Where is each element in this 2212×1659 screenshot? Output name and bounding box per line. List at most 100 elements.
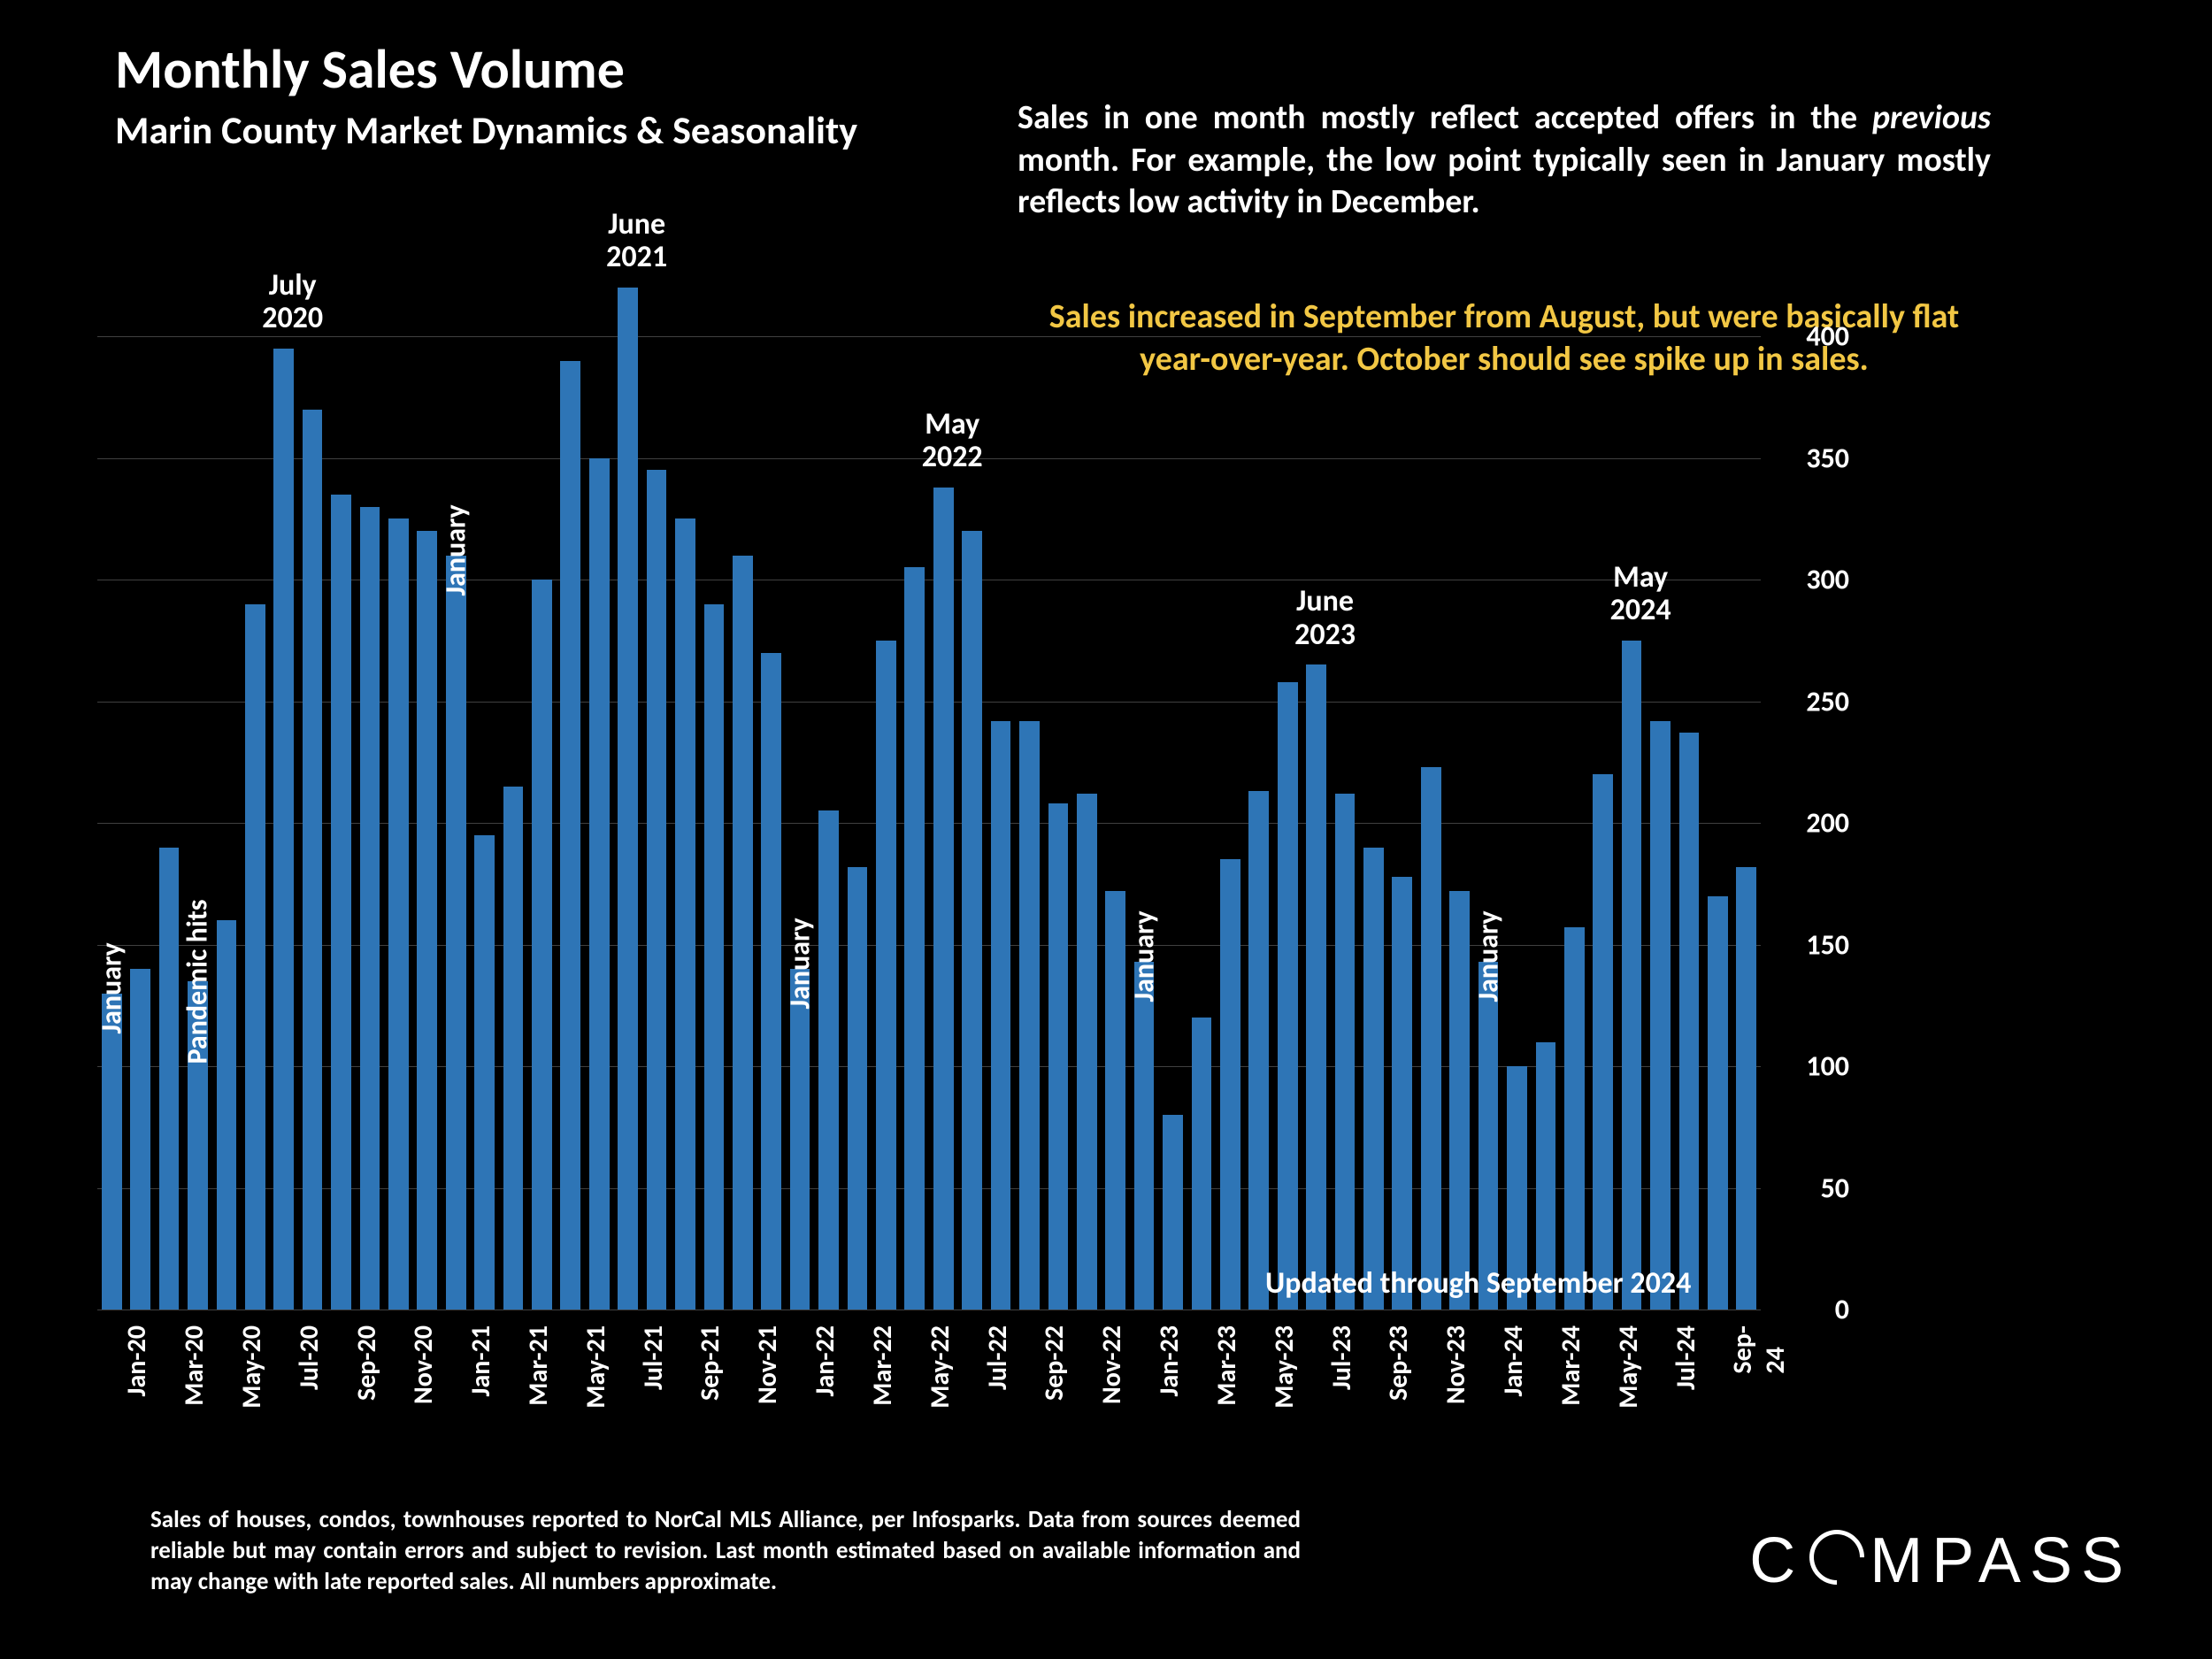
bar — [446, 556, 466, 1310]
bar — [933, 488, 954, 1310]
x-tick-label: May-24 — [1612, 1325, 1645, 1409]
bar — [1363, 848, 1384, 1310]
bar — [991, 721, 1011, 1310]
bar — [503, 787, 524, 1310]
x-tick-label: May-22 — [924, 1325, 956, 1409]
y-tick-label: 350 — [1806, 441, 1849, 475]
bar — [1048, 803, 1069, 1310]
bar — [360, 507, 380, 1310]
chart-subtitle: Marin County Market Dynamics & Seasonali… — [115, 106, 857, 154]
bar — [1708, 896, 1728, 1310]
y-tick-label: 50 — [1821, 1171, 1849, 1205]
x-tick-label: Jan-21 — [465, 1325, 497, 1396]
bar — [818, 810, 839, 1310]
bar — [1220, 859, 1240, 1310]
y-tick-label: 150 — [1806, 927, 1849, 962]
y-tick-label: 200 — [1806, 806, 1849, 841]
vertical-bar-label: January — [95, 934, 129, 1033]
bar — [217, 920, 237, 1310]
bar — [1421, 767, 1441, 1310]
y-tick-label: 250 — [1806, 684, 1849, 718]
vertical-bar-label: Pandemic hits — [180, 879, 215, 1064]
bar — [1479, 962, 1499, 1310]
x-tick-label: Jan-23 — [1153, 1325, 1186, 1396]
bar — [102, 994, 122, 1310]
bar — [1077, 794, 1097, 1310]
bar — [331, 495, 351, 1310]
compass-logo: CMPASS — [1749, 1525, 2132, 1597]
bar — [1278, 682, 1298, 1310]
bar — [1335, 794, 1356, 1310]
bar — [848, 867, 868, 1310]
x-tick-label: Nov-23 — [1440, 1325, 1472, 1404]
vertical-bar-label: January — [1471, 902, 1506, 1002]
x-tick-label: Sep-22 — [1038, 1325, 1071, 1401]
bar — [1622, 641, 1642, 1310]
vertical-bar-label: January — [1127, 902, 1162, 1002]
bar — [417, 531, 437, 1310]
x-tick-label: Jan-24 — [1497, 1325, 1530, 1396]
callout-label: June2023 — [1272, 585, 1379, 651]
note-white: Sales in one month mostly reflect accept… — [1018, 97, 1991, 224]
bar — [1105, 891, 1125, 1310]
bar — [245, 604, 265, 1310]
bar — [618, 288, 638, 1310]
callout-label: June2021 — [584, 208, 690, 274]
x-tick-label: Mar-24 — [1555, 1325, 1587, 1406]
y-tick-label: 300 — [1806, 563, 1849, 597]
bar — [388, 518, 409, 1310]
y-tick-label: 100 — [1806, 1049, 1849, 1084]
bar — [904, 567, 925, 1310]
vertical-bar-label: January — [439, 496, 473, 595]
x-tick-label: Sep-24 — [1726, 1325, 1792, 1374]
bar — [1192, 1018, 1212, 1310]
bar — [1163, 1115, 1183, 1310]
bar — [560, 361, 580, 1310]
bar — [790, 969, 810, 1310]
x-tick-label: May-20 — [235, 1325, 268, 1409]
x-tick-label: Sep-20 — [350, 1325, 383, 1401]
bar — [474, 835, 495, 1310]
bar — [273, 349, 294, 1310]
x-tick-label: Mar-20 — [178, 1325, 211, 1406]
bar — [1650, 721, 1671, 1310]
bar — [733, 556, 753, 1310]
updated-through-label: Updated through September 2024 — [1265, 1265, 1691, 1302]
x-tick-label: Nov-20 — [407, 1325, 440, 1404]
x-tick-label: Nov-21 — [751, 1325, 784, 1404]
y-axis: 050100150200250300350400 — [1778, 336, 1849, 1310]
vertical-bar-label: January — [783, 910, 818, 1010]
footnote: Sales of houses, condos, townhouses repo… — [150, 1504, 1301, 1597]
gridline — [97, 336, 1761, 337]
bar — [1134, 962, 1155, 1310]
bar — [675, 518, 695, 1310]
x-tick-label: Jan-22 — [809, 1325, 841, 1396]
x-tick-label: Mar-23 — [1210, 1325, 1243, 1406]
chart-title: Monthly Sales Volume — [115, 35, 625, 103]
x-tick-label: Jul-23 — [1325, 1325, 1358, 1390]
bar — [1248, 791, 1269, 1310]
chart-plot-area — [97, 336, 1761, 1310]
bar — [1019, 721, 1040, 1310]
bar — [1392, 877, 1412, 1310]
bar — [1679, 733, 1700, 1310]
x-tick-label: Sep-23 — [1382, 1325, 1415, 1401]
bar — [876, 641, 896, 1310]
bar — [589, 458, 610, 1310]
bar — [130, 969, 150, 1310]
bar — [1736, 867, 1756, 1310]
bar — [761, 653, 781, 1310]
callout-label: May2024 — [1587, 561, 1694, 627]
x-tick-label: Mar-21 — [522, 1325, 555, 1406]
bar — [1449, 891, 1470, 1310]
compass-logo-icon — [1798, 1518, 1876, 1596]
callout-label: July2020 — [240, 269, 346, 335]
bar — [1564, 927, 1585, 1310]
y-tick-label: 0 — [1835, 1293, 1849, 1327]
callout-label: May2022 — [899, 408, 1005, 474]
bar — [1306, 664, 1326, 1310]
x-tick-label: Jan-20 — [120, 1325, 153, 1396]
bar — [704, 604, 725, 1310]
x-tick-label: Jul-21 — [637, 1325, 670, 1390]
x-tick-label: Nov-22 — [1095, 1325, 1128, 1404]
